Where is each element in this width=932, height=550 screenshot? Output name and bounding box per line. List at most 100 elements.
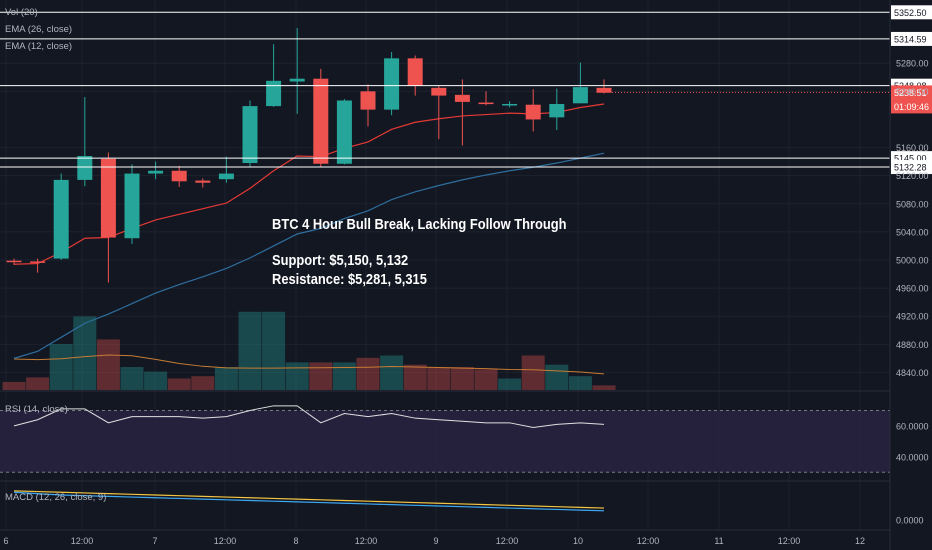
level-price-tag (891, 5, 932, 20)
candle-body[interactable] (242, 106, 258, 164)
price-tick-label: 5240.00 (896, 87, 929, 97)
rsi-line (13, 405, 605, 428)
volume-bar (568, 376, 592, 390)
volume-bar (356, 357, 380, 390)
candle-body[interactable] (30, 261, 46, 263)
volume-bar (49, 344, 73, 390)
candle-body[interactable] (6, 260, 22, 263)
volume-bar (214, 367, 238, 390)
volume-bar (474, 369, 498, 390)
time-tick-label: 12:00 (214, 536, 237, 546)
volume-bar (592, 385, 616, 390)
volume-bar (191, 376, 215, 390)
time-tick-label: 10 (573, 536, 583, 546)
volume-ma-line (13, 354, 605, 375)
annotation-support: Support: $5,150, 5,132 (272, 252, 409, 269)
volume-bar (332, 362, 356, 390)
last-price-tag (891, 85, 932, 114)
price-tick-label: 5280.00 (896, 59, 929, 69)
volume-bar (26, 377, 50, 390)
price-tick-label: 4880.00 (896, 340, 929, 350)
last-price-label: 5238.51 (894, 88, 927, 98)
candle-body[interactable] (266, 80, 282, 107)
candle-body[interactable] (53, 179, 69, 259)
price-tick-label: 4840.00 (896, 368, 929, 378)
candle-body[interactable] (124, 173, 140, 239)
macd-signal-line (13, 490, 605, 509)
volume-bar (285, 362, 309, 390)
level-price-label: 5145.00 (894, 154, 927, 164)
candle-body[interactable] (525, 104, 541, 120)
candle-body[interactable] (289, 78, 305, 82)
volume-bar (2, 381, 26, 390)
volume-bar (427, 367, 451, 390)
level-price-tag (891, 160, 932, 175)
candle-body[interactable] (478, 102, 494, 105)
annotation-resistance: Resistance: $5,281, 5,315 (272, 271, 427, 288)
volume-bar (96, 339, 120, 390)
price-tick-label: 5160.00 (896, 143, 929, 153)
price-tick-label: 5120.00 (896, 171, 929, 181)
level-price-label: 5132.28 (894, 163, 927, 173)
candle-body[interactable] (195, 180, 211, 183)
annotation-title: BTC 4 Hour Bull Break, Lacking Follow Th… (272, 216, 567, 233)
rsi-indicator-label[interactable]: RSI (14, close) (5, 404, 68, 415)
candle-body[interactable] (100, 158, 116, 238)
candle-body[interactable] (313, 78, 329, 164)
macd-line (13, 491, 605, 512)
candle-body[interactable] (384, 58, 400, 110)
price-tick-label: 5080.00 (896, 199, 929, 209)
ema26-line (13, 152, 605, 359)
ema12-indicator-label[interactable]: EMA (12, close) (5, 41, 73, 52)
volume-bar (120, 367, 144, 390)
time-tick-label: 6 (3, 536, 8, 546)
rsi-tick-label: 60.0000 (896, 421, 929, 431)
candle-body[interactable] (596, 87, 612, 93)
candle-body[interactable] (336, 100, 352, 164)
volume-bar (238, 311, 262, 390)
time-tick-label: 12:00 (778, 536, 801, 546)
volume-bar (498, 378, 522, 390)
level-price-label: 5352.50 (894, 8, 927, 18)
candle-body[interactable] (171, 170, 187, 182)
candle-body[interactable] (549, 104, 565, 118)
candle-body[interactable] (431, 87, 447, 96)
candle-body[interactable] (454, 94, 470, 102)
candle-body[interactable] (407, 58, 423, 86)
time-tick-label: 12:00 (71, 536, 94, 546)
rsi-band (0, 410, 890, 473)
candle-body[interactable] (148, 170, 164, 174)
level-price-tag (891, 31, 932, 46)
time-tick-label: 7 (152, 536, 157, 546)
price-tick-label: 5000.00 (896, 256, 929, 266)
candle-body[interactable] (572, 87, 588, 104)
time-tick-label: 9 (433, 536, 438, 546)
volume-indicator-label[interactable]: Vol (20) (5, 7, 38, 18)
level-price-label: 5314.59 (894, 34, 927, 44)
price-tick-label: 4960.00 (896, 284, 929, 294)
time-tick-label: 8 (293, 536, 298, 546)
time-tick-label: 12:00 (496, 536, 519, 546)
candle-body[interactable] (77, 156, 93, 180)
volume-bar (309, 362, 333, 390)
time-tick-label: 11 (714, 536, 723, 546)
volume-bar (167, 378, 191, 390)
volume-bar (403, 364, 427, 390)
volume-bar (380, 355, 404, 390)
macd-indicator-label[interactable]: MACD (12, 26, close, 9) (5, 492, 107, 503)
price-tick-label: 5040.00 (896, 227, 929, 237)
rsi-tick-label: 40.0000 (896, 452, 929, 462)
macd-tick-label: 0.0000 (896, 515, 924, 525)
volume-bar (545, 364, 569, 390)
candle-body[interactable] (218, 173, 234, 180)
time-tick-label: 12:00 (355, 536, 378, 546)
candle-body[interactable] (502, 104, 518, 106)
volume-bar (521, 355, 545, 390)
volume-bar (450, 367, 474, 390)
volume-bar (262, 311, 286, 390)
time-tick-label: 12:00 (637, 536, 660, 546)
volume-bar (73, 316, 97, 390)
candle-body[interactable] (360, 91, 376, 110)
ema26-indicator-label[interactable]: EMA (26, close) (5, 24, 73, 35)
